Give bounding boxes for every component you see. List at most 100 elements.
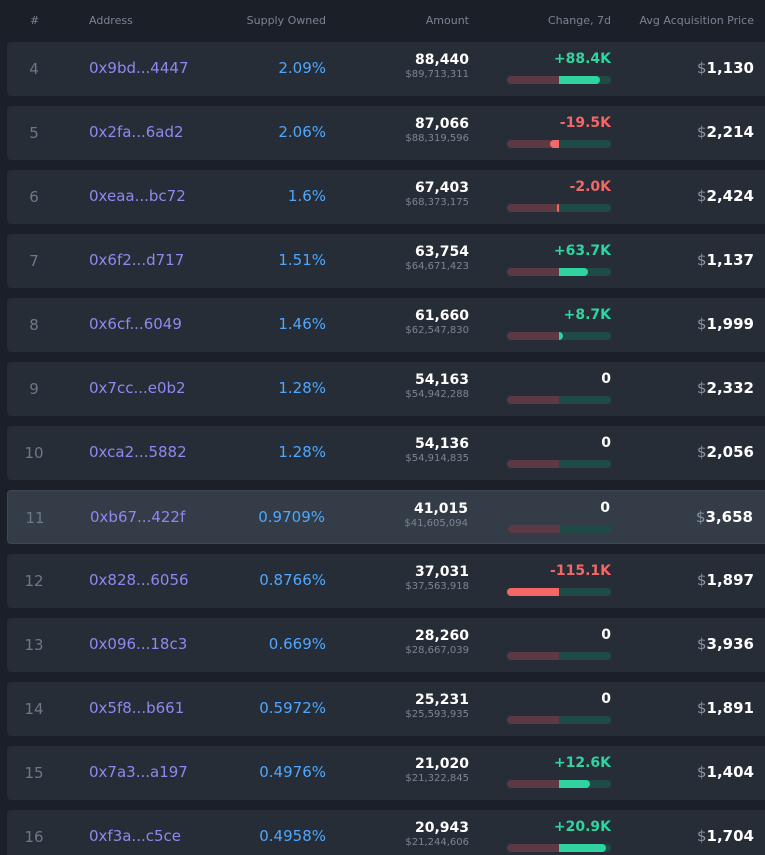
amount-usd-value: $54,914,835 (405, 453, 469, 464)
change-7d-value: 0 (601, 627, 611, 643)
address-link[interactable]: 0x828...6056 (89, 571, 189, 589)
change-7d-bar (507, 396, 611, 404)
avg-acquisition-price-cell: $1,130 (697, 59, 754, 77)
column-header-amount[interactable]: Amount (425, 14, 469, 27)
amount-value: 41,015 (413, 501, 468, 517)
avg-acquisition-price-cell: $1,999 (697, 315, 754, 333)
amount-usd-value: $89,713,311 (405, 69, 469, 80)
change-bar-negative-track (507, 140, 559, 148)
amount-usd-value: $62,547,830 (405, 325, 469, 336)
supply-owned-cell: 1.51% (278, 251, 326, 269)
address-link[interactable]: 0x9bd...4447 (89, 59, 189, 77)
table-row[interactable]: 9 0x7cc...e0b2 1.28% 54,163 $54,942,288 0 $2,3… (7, 362, 765, 416)
currency-symbol: $ (697, 379, 707, 397)
address-link[interactable]: 0xeaa...bc72 (89, 187, 186, 205)
price-value: 1,704 (706, 827, 754, 845)
rank-cell: 15 (24, 764, 44, 782)
amount-usd-value: $37,563,918 (405, 581, 469, 592)
rank-cell: 12 (24, 572, 44, 590)
address-link[interactable]: 0xf3a...c5ce (89, 827, 182, 845)
amount-cell: 21,020 $21,322,845 (405, 756, 469, 785)
address-link[interactable]: 0xb67...422f (90, 508, 186, 526)
address-link[interactable]: 0x2fa...6ad2 (89, 123, 184, 141)
change-bar-negative-track (507, 396, 559, 404)
supply-owned-cell: 2.06% (278, 123, 326, 141)
table-row[interactable]: 10 0xca2...5882 1.28% 54,136 $54,914,835 0 $2,… (7, 426, 765, 480)
rank-cell: 8 (29, 316, 39, 334)
table-row[interactable]: 11 0xb67...422f 0.9709% 41,015 $41,605,094 0 $… (7, 490, 765, 544)
supply-owned-cell: 0.669% (268, 635, 326, 653)
currency-symbol: $ (697, 635, 707, 653)
change-bar-negative-fill (507, 588, 559, 596)
change-7d-bar (507, 844, 611, 852)
rank-cell: 11 (25, 509, 45, 527)
amount-cell: 87,066 $88,319,596 (405, 116, 469, 145)
table-row[interactable]: 16 0xf3a...c5ce 0.4958% 20,943 $21,244,606 +2… (7, 810, 765, 855)
address-link[interactable]: 0x6cf...6049 (89, 315, 182, 333)
column-header-change-7d[interactable]: Change, 7d (547, 14, 611, 27)
amount-value: 25,231 (414, 692, 469, 708)
column-header-address[interactable]: Address (89, 14, 133, 27)
address-link[interactable]: 0x7cc...e0b2 (89, 379, 186, 397)
table-row[interactable]: 14 0x5f8...b661 0.5972% 25,231 $25,593,935 0 $… (7, 682, 765, 736)
change-bar-positive-track (560, 525, 612, 533)
rank-cell: 9 (29, 380, 39, 398)
address-link[interactable]: 0xca2...5882 (89, 443, 187, 461)
address-link[interactable]: 0x096...18c3 (89, 635, 188, 653)
change-bar-negative-track (508, 525, 560, 533)
address-link[interactable]: 0x5f8...b661 (89, 699, 185, 717)
address-link[interactable]: 0x7a3...a197 (89, 763, 188, 781)
table-row[interactable]: 13 0x096...18c3 0.669% 28,260 $28,667,039 0 $3… (7, 618, 765, 672)
address-link[interactable]: 0x6f2...d717 (89, 251, 185, 269)
currency-symbol: $ (697, 251, 707, 269)
amount-value: 61,660 (414, 308, 469, 324)
price-value: 1,999 (706, 315, 754, 333)
change-7d-value: +63.7K (553, 243, 611, 259)
change-7d-value: +20.9K (553, 819, 611, 835)
change-7d-value: 0 (601, 371, 611, 387)
supply-owned-cell: 1.6% (287, 187, 326, 205)
amount-usd-value: $64,671,423 (405, 261, 469, 272)
table-row[interactable]: 7 0x6f2...d717 1.51% 63,754 $64,671,423 +63.7… (7, 234, 765, 288)
change-bar-negative-fill (557, 204, 559, 212)
column-header-rank[interactable]: # (30, 14, 40, 27)
amount-cell: 28,260 $28,667,039 (405, 628, 469, 657)
price-value: 2,056 (706, 443, 754, 461)
rank-cell: 4 (29, 60, 39, 78)
rank-cell: 5 (29, 124, 39, 142)
table-row[interactable]: 5 0x2fa...6ad2 2.06% 87,066 $88,319,596 -19.5… (7, 106, 765, 160)
amount-value: 21,020 (414, 756, 469, 772)
table-row[interactable]: 15 0x7a3...a197 0.4976% 21,020 $21,322,845 +1… (7, 746, 765, 800)
avg-acquisition-price-cell: $1,897 (697, 571, 754, 589)
change-bar-positive-fill (559, 76, 600, 84)
table-row[interactable]: 8 0x6cf...6049 1.46% 61,660 $62,547,830 +8.7K… (7, 298, 765, 352)
table-row[interactable]: 4 0x9bd...4447 2.09% 88,440 $89,713,311 +88.4… (7, 42, 765, 96)
price-value: 1,891 (706, 699, 754, 717)
change-bar-positive-track (559, 396, 611, 404)
avg-acquisition-price-cell: $1,137 (697, 251, 754, 269)
avg-acquisition-price-cell: $2,424 (697, 187, 754, 205)
change-7d-value: 0 (601, 435, 611, 451)
table-row[interactable]: 12 0x828...6056 0.8766% 37,031 $37,563,918 -1… (7, 554, 765, 608)
amount-value: 88,440 (414, 52, 469, 68)
change-7d-bar (507, 716, 611, 724)
change-7d-value: -115.1K (550, 563, 611, 579)
column-header-supply-owned[interactable]: Supply Owned (246, 14, 326, 27)
price-value: 1,897 (706, 571, 754, 589)
amount-value: 20,943 (414, 820, 469, 836)
change-7d-value: +8.7K (563, 307, 611, 323)
change-7d-bar (507, 268, 611, 276)
column-header-avg-acquisition-price[interactable]: Avg Acquisition Price (639, 14, 754, 27)
amount-cell: 54,163 $54,942,288 (405, 372, 469, 401)
currency-symbol: $ (697, 187, 707, 205)
avg-acquisition-price-cell: $2,332 (697, 379, 754, 397)
change-bar-positive-track (559, 204, 611, 212)
change-7d-value: 0 (601, 691, 611, 707)
currency-symbol: $ (696, 508, 706, 526)
amount-value: 87,066 (414, 116, 469, 132)
table-row[interactable]: 6 0xeaa...bc72 1.6% 67,403 $68,373,175 -2.0K $… (7, 170, 765, 224)
change-7d-value: +12.6K (553, 755, 611, 771)
change-7d-value: +88.4K (553, 51, 611, 67)
rank-cell: 7 (29, 252, 39, 270)
amount-cell: 88,440 $89,713,311 (405, 52, 469, 81)
